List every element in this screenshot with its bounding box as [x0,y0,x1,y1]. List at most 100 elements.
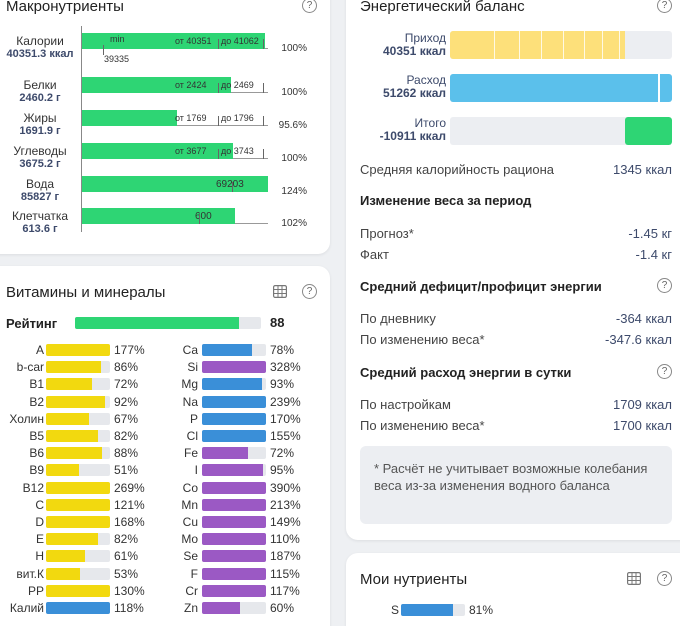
macro-value: 1691.9 г [19,125,61,137]
nutrient-name: Cr [185,583,198,598]
nutrient-bar-fill [202,602,240,614]
macro-bar-fill [82,176,268,192]
nutrient-pct: 168% [114,515,145,529]
nutrient-pct: 67% [114,411,139,426]
fact-value: -1.4 кг [635,247,672,262]
nutrient-bar [46,395,110,408]
macro-min-label: min [110,34,125,44]
nutrient-bar-fill [46,550,85,563]
income-segment-divider [563,31,564,59]
nutrient-bar [202,498,266,511]
income-label: Приход 40351 ккал [360,32,446,58]
nutrient-name: Ca [182,343,198,357]
nutrient-pct: 155% [270,429,301,443]
nutrient-pct: 390% [270,480,301,495]
nutrient-bar [202,567,266,580]
nutrient-bar-fill [202,550,266,563]
macro-label-2: Жиры 1691.9 г [0,112,80,138]
nutrient-pct: 53% [114,566,139,581]
nutrient-pct: 170% [270,411,301,426]
nutrient-pct: 51% [114,463,139,478]
my-nutrients-help-icon[interactable]: ? [657,571,672,586]
nutrient-bar [202,464,266,477]
nutrient-bar-fill [46,361,101,374]
macro-range-from: от 1769 [175,113,207,123]
forecast-value: -1.45 кг [628,226,672,241]
nutrient-bar [46,361,110,374]
macro-bar-fill [82,33,265,49]
nutrient-name: Fe [183,446,198,461]
nutrient-pct: 82% [114,532,139,547]
nutrient-bar-fill [46,584,110,597]
income-segment-divider [494,31,495,59]
nutrient-bar-fill [202,567,266,580]
nutrient-bar-fill [202,378,262,391]
nutrient-bar-fill [202,516,266,528]
vitamins-title: Витамины и минералы [6,284,166,301]
nutrient-pct: 61% [114,549,139,564]
nutrient-bar-fill [46,516,110,528]
macro-help-icon[interactable]: ? [302,0,317,13]
table-icon[interactable] [273,285,287,298]
fact-label: Факт [360,247,389,262]
macro-range-to: до 1796 [221,113,254,123]
nutrient-bar-fill [202,464,263,477]
macro-range-tick [263,39,264,49]
nutrient-bar [46,378,110,391]
nutrient-bar-fill [202,395,266,408]
nutrient-pct: 110% [270,532,300,547]
macro-name: Белки [23,78,57,92]
macro-pct: 95.6% [278,120,307,131]
macro-name: Вода [25,177,55,191]
nutrient-bar [202,412,266,425]
nutrient-bar-fill [202,430,266,442]
energy-help-icon[interactable]: ? [657,0,672,13]
nutrient-bar-fill [202,481,266,494]
macro-range-tick [218,83,219,93]
nutrient-name: C [35,497,44,512]
settings-value: 1709 ккал [612,397,672,412]
total-label-text: Итого [414,116,446,130]
macro-name: Жиры [23,111,57,125]
nutrient-bar [202,481,266,494]
nutrient-bar [46,602,110,614]
nutrient-pct: 328% [270,360,301,375]
nutrient-name: A [35,343,44,357]
macro-inside-tick [232,182,233,192]
nutrient-name: D [35,515,44,529]
avg-calorie-value: 1345 ккал [612,162,672,177]
vitamins-help-icon[interactable]: ? [302,284,317,299]
nutrient-bar [46,481,110,494]
nutrient-pct: 121% [114,497,145,512]
nutrient-bar [202,395,266,408]
macro-label-3: Углеводы 3675.2 г [0,145,80,171]
nutrient-name: Mo [181,532,198,547]
nutrient-bar [46,533,110,546]
macro-range-to: до 3743 [221,146,254,156]
my-nutrient-bar [401,604,465,616]
nutrient-name: Si [187,360,198,375]
nutrient-pct: 130% [114,583,145,598]
nutrient-name: B12 [22,480,44,495]
nutrient-name: E [35,532,44,547]
settings-label: По настройкам [360,397,451,412]
deficit-help-icon[interactable]: ? [657,278,672,293]
macro-name: Клетчатка [11,209,69,223]
weight-change-label: По изменению веса* [360,332,485,347]
expense-label-text: Расход [406,73,446,87]
nutrient-pct: 82% [114,429,139,443]
macro-range-from: от 40351 [175,36,212,46]
macro-axis [81,26,82,232]
daily-expense-help-icon[interactable]: ? [657,364,672,379]
nutrient-bar [46,550,110,563]
macro-pct: 124% [281,186,307,197]
my-nutrients-table-icon[interactable] [627,572,641,585]
nutrient-bar [46,344,110,356]
nutrient-bar [46,516,110,528]
weight-change-label-2: По изменению веса* [360,418,485,433]
nutrient-name: Cu [182,515,198,529]
my-nutrient-pct: 81% [469,603,494,617]
nutrient-pct: 117% [270,583,300,598]
nutrient-name: b-car [16,360,44,375]
macro-label-0: Калории 40351.3 ккал [0,35,80,61]
